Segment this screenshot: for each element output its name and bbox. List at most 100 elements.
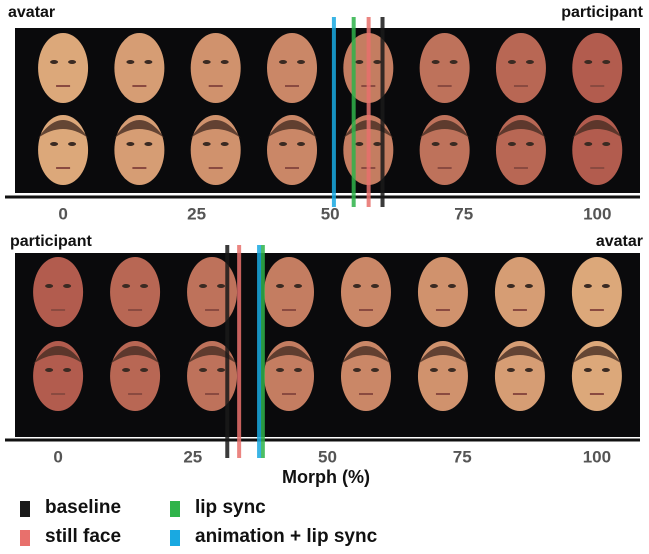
eye [140, 368, 148, 372]
eye [373, 60, 381, 64]
eye [217, 368, 225, 372]
eye [371, 284, 379, 288]
eye [450, 142, 458, 146]
eye [68, 60, 76, 64]
eye [584, 368, 592, 372]
face [33, 257, 83, 327]
eye [276, 284, 284, 288]
eye [294, 284, 302, 288]
legend-label: baseline [45, 497, 121, 518]
x-tick-label: 0 [53, 447, 62, 466]
eye [221, 142, 229, 146]
eye [450, 60, 458, 64]
eye [525, 368, 533, 372]
legend-label: lip sync [195, 497, 266, 518]
eye [199, 284, 207, 288]
x-tick-label: 25 [183, 447, 202, 466]
eye [203, 142, 211, 146]
face [420, 33, 470, 103]
legend-swatch [170, 530, 180, 546]
face [264, 257, 314, 327]
face [495, 257, 545, 327]
eye [525, 284, 533, 288]
eye [126, 60, 134, 64]
eye [140, 284, 148, 288]
x-tick-label: 50 [321, 204, 340, 223]
eye [432, 142, 440, 146]
eye [602, 60, 610, 64]
x-axis-label: Morph (%) [282, 467, 370, 487]
x-tick-label: 50 [318, 447, 337, 466]
right-label: avatar [596, 233, 643, 250]
face [341, 257, 391, 327]
eye [50, 142, 58, 146]
eye [199, 368, 207, 372]
eye [63, 368, 71, 372]
eye [507, 284, 515, 288]
face [267, 33, 317, 103]
face-panel [15, 253, 640, 437]
legend-swatch [20, 501, 30, 517]
eye [353, 284, 361, 288]
eye [508, 60, 516, 64]
eye [355, 142, 363, 146]
eye [45, 284, 53, 288]
eye [63, 284, 71, 288]
face [110, 257, 160, 327]
eye [217, 284, 225, 288]
figure: 0255075100avatarparticipant0255075100par… [0, 0, 649, 554]
right-label: participant [561, 4, 643, 21]
eye [294, 368, 302, 372]
eye [276, 368, 284, 372]
face [191, 33, 241, 103]
left-label: avatar [8, 4, 55, 21]
eye [68, 142, 76, 146]
eye [584, 142, 592, 146]
eye [526, 142, 534, 146]
eye [602, 368, 610, 372]
x-tick-label: 100 [583, 204, 611, 223]
eye [144, 142, 152, 146]
eye [297, 60, 305, 64]
face-panel [15, 28, 640, 193]
legend-swatch [20, 530, 30, 546]
eye [45, 368, 53, 372]
eye [602, 142, 610, 146]
eye [430, 284, 438, 288]
face [114, 33, 164, 103]
face [572, 33, 622, 103]
eye [279, 142, 287, 146]
eye [508, 142, 516, 146]
x-tick-label: 75 [454, 204, 473, 223]
eye [448, 368, 456, 372]
eye [50, 60, 58, 64]
eye [430, 368, 438, 372]
eye [279, 60, 287, 64]
eye [373, 142, 381, 146]
eye [584, 284, 592, 288]
eye [122, 284, 130, 288]
legend-swatch [170, 501, 180, 517]
face [496, 33, 546, 103]
eye [122, 368, 130, 372]
x-tick-label: 0 [58, 204, 67, 223]
eye [602, 284, 610, 288]
left-label: participant [10, 233, 92, 250]
eye [221, 60, 229, 64]
eye [355, 60, 363, 64]
eye [203, 60, 211, 64]
eye [507, 368, 515, 372]
eye [448, 284, 456, 288]
legend-label: animation + lip sync [195, 526, 378, 547]
eye [297, 142, 305, 146]
eye [584, 60, 592, 64]
face [187, 257, 237, 327]
x-tick-label: 25 [187, 204, 206, 223]
eye [432, 60, 440, 64]
x-tick-label: 100 [583, 447, 611, 466]
eye [371, 368, 379, 372]
eye [526, 60, 534, 64]
eye [353, 368, 361, 372]
eye [126, 142, 134, 146]
face [38, 33, 88, 103]
